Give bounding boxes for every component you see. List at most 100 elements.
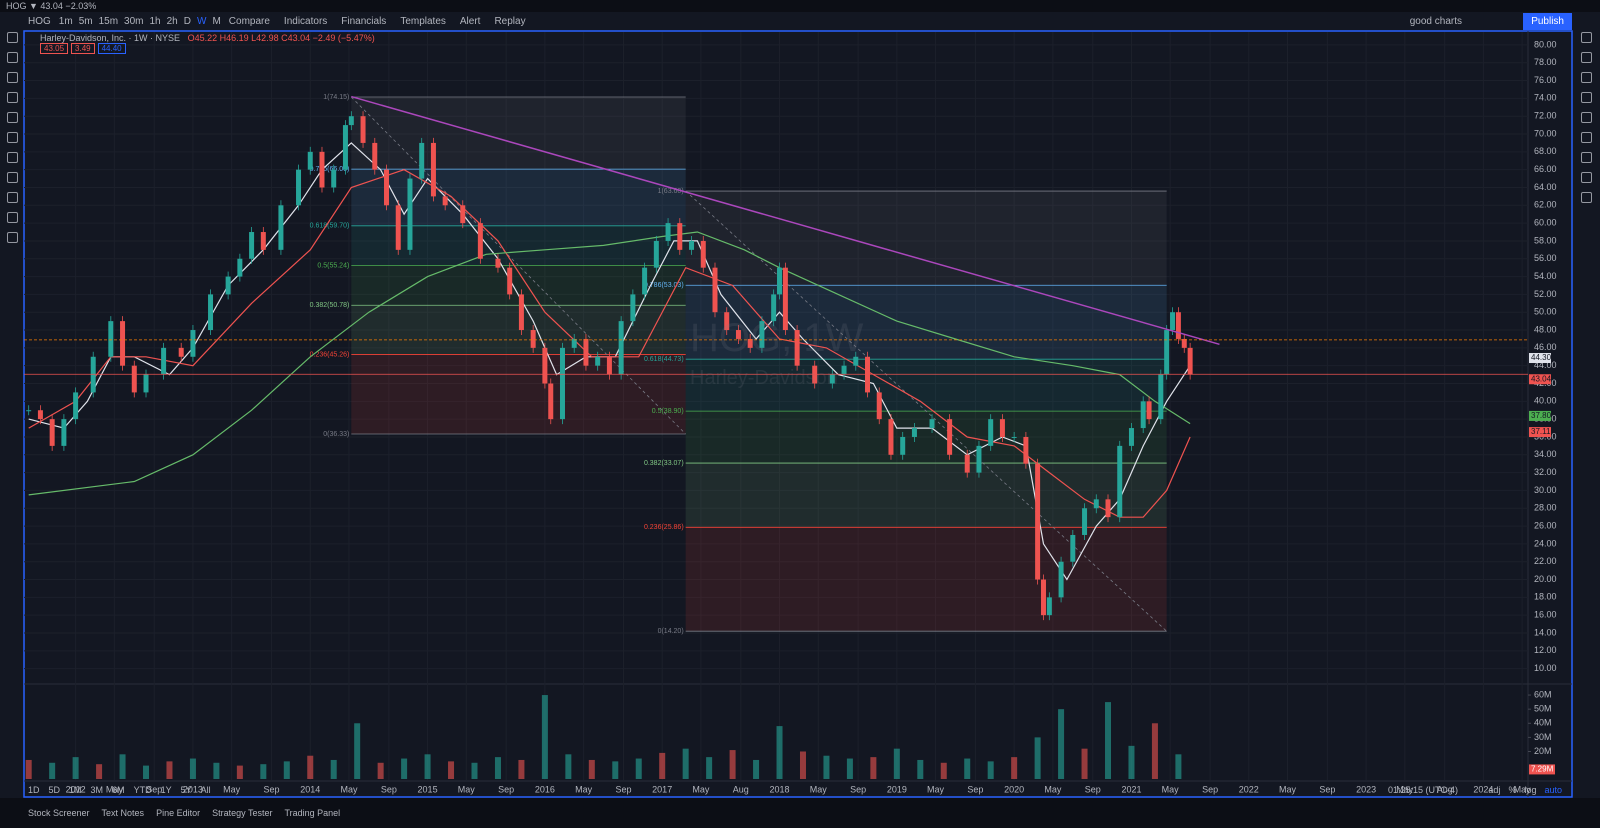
range-button[interactable]: 6M	[112, 785, 125, 795]
toolbar-button[interactable]: Templates	[400, 16, 446, 27]
candle	[999, 419, 1005, 437]
x-tick-label: May	[106, 784, 124, 794]
candle	[61, 419, 67, 446]
tab-title[interactable]: HOG ▼ 43.04 −2.03%	[6, 1, 97, 11]
candle	[630, 294, 636, 322]
y-tick-label: 26.00	[1534, 520, 1557, 530]
y-tick-label: 74.00	[1534, 93, 1557, 103]
range-button[interactable]: 1M	[69, 785, 82, 795]
x-tick-label: Sep	[264, 784, 280, 794]
symbol[interactable]: HOG	[28, 16, 51, 27]
interval-button[interactable]: 1h	[149, 16, 161, 27]
volume-bar	[659, 752, 666, 779]
interval-button[interactable]: 2h	[166, 16, 178, 27]
magnet-tool[interactable]	[6, 172, 18, 183]
range-button[interactable]: YTD	[133, 785, 152, 795]
volume-bar	[870, 757, 877, 779]
notifications-icon[interactable]	[1580, 192, 1592, 203]
trash-tool[interactable]	[6, 232, 18, 243]
measure-tool[interactable]	[6, 132, 18, 143]
range-button[interactable]: 5D	[48, 785, 61, 795]
zoom-tool[interactable]	[6, 152, 18, 163]
bottom-tab[interactable]: Stock Screener	[28, 808, 90, 818]
volume-bar	[119, 754, 126, 779]
candle	[296, 169, 302, 206]
y-tick-label: 72.00	[1534, 111, 1557, 121]
interval-button[interactable]: M	[212, 16, 221, 27]
interval-button[interactable]: 30m	[124, 16, 144, 27]
top-toolbar: HOG 1m 5m 15m 30m 1h 2h D W M Compare Indicators F…	[24, 13, 1572, 30]
toolbar-button[interactable]: Compare	[228, 16, 270, 27]
range-button[interactable]: 3M	[90, 785, 104, 795]
interval-button[interactable]: D	[183, 16, 191, 27]
range-button[interactable]: 1D	[28, 785, 40, 795]
y-tick-label: 22.00	[1534, 556, 1557, 566]
calendar-icon[interactable]	[1580, 112, 1592, 123]
trend-line-tool[interactable]	[6, 52, 18, 63]
candle	[548, 383, 554, 420]
fib-zone	[351, 354, 686, 435]
x-tick-label: May	[1396, 784, 1414, 794]
x-tick-label: 2016	[535, 784, 555, 794]
fib-zone	[351, 225, 686, 266]
toolbar-button[interactable]: Replay	[494, 16, 526, 27]
scale-option[interactable]: log	[1524, 785, 1537, 795]
y-tick-label: 60.00	[1534, 217, 1557, 227]
bottom-tab[interactable]: Pine Editor	[156, 808, 201, 818]
watchlist-icon[interactable]	[1580, 32, 1592, 43]
scale-option[interactable]: adj	[1488, 785, 1501, 795]
range-button[interactable]: All	[200, 785, 211, 795]
volume-tick-label: 60M	[1534, 689, 1552, 699]
volume-bar	[729, 750, 736, 779]
volume-bar	[377, 762, 384, 779]
toolbar-button[interactable]: Indicators	[283, 16, 328, 27]
range-button[interactable]: 1Y	[160, 785, 172, 795]
eye-tool[interactable]	[6, 212, 18, 223]
trend-line	[351, 95, 1220, 346]
tab-bar: HOG ▼ 43.04 −2.03%	[0, 0, 1600, 12]
streams-icon[interactable]	[1580, 172, 1592, 183]
candle	[1175, 312, 1181, 339]
candle	[777, 267, 783, 295]
bottom-tab[interactable]: Trading Panel	[284, 808, 341, 818]
volume-bar	[706, 757, 713, 779]
scale-option[interactable]: %	[1508, 785, 1517, 795]
lock-tool[interactable]	[6, 192, 18, 203]
range-button[interactable]: 5Y	[180, 785, 192, 795]
moving-average	[28, 169, 1191, 518]
candle	[794, 330, 800, 366]
interval-button[interactable]: 15m	[98, 16, 119, 27]
candle	[1040, 579, 1046, 616]
pattern-tool[interactable]	[6, 92, 18, 103]
interval-button[interactable]: W	[196, 16, 207, 27]
chat-icon[interactable]	[1580, 152, 1592, 163]
hotlist-icon[interactable]	[1580, 92, 1592, 103]
layout-name[interactable]: good charts	[1409, 16, 1462, 27]
candle	[1128, 428, 1134, 446]
bottom-tab[interactable]: Strategy Tester	[212, 808, 273, 818]
interval-button[interactable]: 1m	[58, 16, 73, 27]
y-tick-label: 76.00	[1534, 75, 1557, 85]
candle	[595, 356, 601, 366]
alerts-icon[interactable]	[1580, 52, 1592, 63]
toolbar-button[interactable]: Financials	[341, 16, 387, 27]
volume-bar	[260, 764, 267, 779]
candle	[929, 419, 935, 429]
y-tick-label: 78.00	[1534, 57, 1557, 67]
text-tool[interactable]	[6, 112, 18, 123]
toolbar-button[interactable]: Alert	[459, 16, 481, 27]
cursor-tool[interactable]	[6, 32, 18, 43]
fib-diagonal	[685, 190, 1167, 632]
scale-option[interactable]: auto	[1544, 785, 1562, 795]
candle	[37, 410, 43, 420]
ideas-icon[interactable]	[1580, 132, 1592, 143]
candle	[225, 276, 231, 295]
fib-tool[interactable]	[6, 72, 18, 83]
data-window-icon[interactable]	[1580, 72, 1592, 83]
candle	[442, 196, 448, 206]
publish-button[interactable]: Publish	[1523, 13, 1572, 30]
volume-bar	[776, 726, 783, 779]
volume-bar	[283, 761, 290, 779]
interval-button[interactable]: 5m	[78, 16, 93, 27]
bottom-tab[interactable]: Text Notes	[101, 808, 145, 818]
